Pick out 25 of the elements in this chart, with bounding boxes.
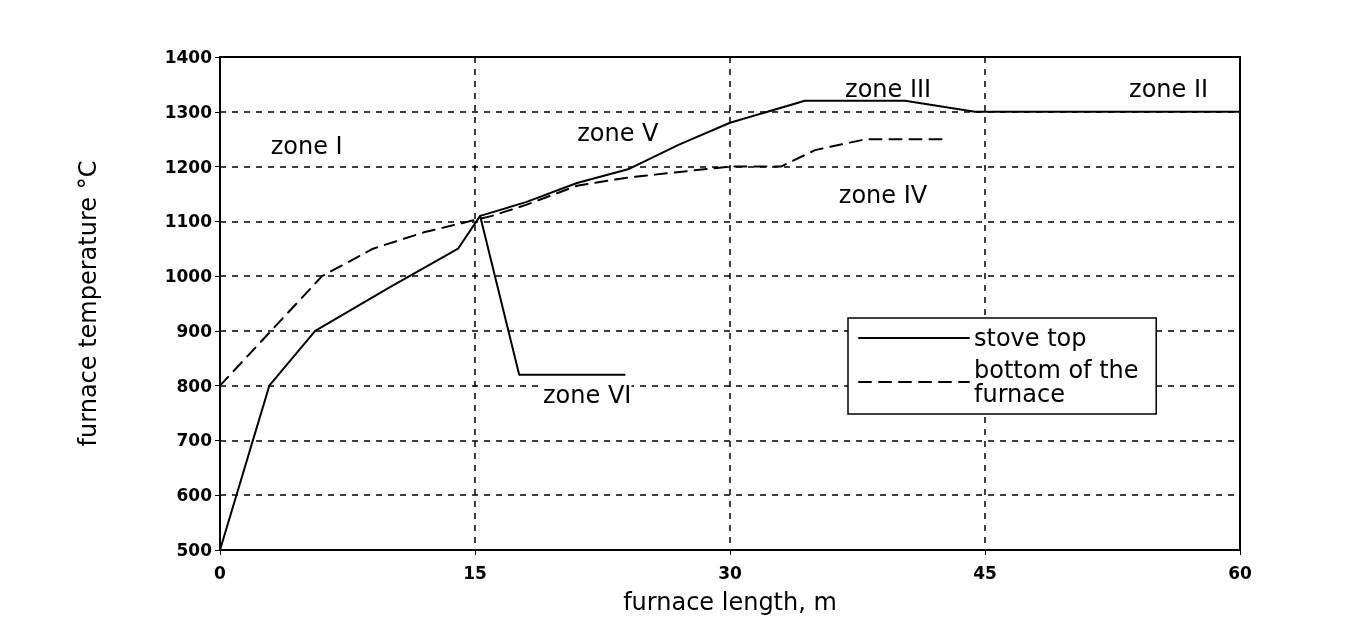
- legend-label: bottom of the furnace: [974, 356, 1147, 408]
- x-tick-label: 30: [718, 562, 742, 583]
- y-tick-label: 700: [176, 430, 213, 451]
- y-tick-label: 600: [176, 485, 213, 506]
- y-tick-label: 1400: [164, 47, 213, 67]
- y-tick-label: 1200: [164, 156, 213, 177]
- y-tick-label: 800: [176, 375, 213, 396]
- x-tick-label: 0: [214, 562, 227, 583]
- y-axis-title: furnace temperature °C: [74, 160, 102, 447]
- annotation: zone III: [845, 75, 932, 104]
- annotation: zone I: [270, 131, 343, 160]
- x-tick-label: 60: [1228, 562, 1252, 583]
- y-tick-label: 1100: [164, 211, 213, 232]
- annotation: zone VI: [543, 380, 632, 409]
- y-tick-label: 1000: [164, 266, 213, 287]
- annotation: zone IV: [838, 181, 928, 210]
- y-tick-label: 900: [176, 320, 213, 341]
- annotation: zone V: [577, 119, 660, 148]
- x-axis-title: furnace length, m: [623, 588, 837, 616]
- annotation: zone II: [1129, 75, 1209, 104]
- y-tick-label: 500: [176, 540, 213, 560]
- x-tick-label: 15: [463, 562, 487, 583]
- x-tick-label: 45: [973, 562, 997, 583]
- y-tick-label: 1300: [164, 101, 213, 122]
- legend-label: stove top: [974, 324, 1087, 352]
